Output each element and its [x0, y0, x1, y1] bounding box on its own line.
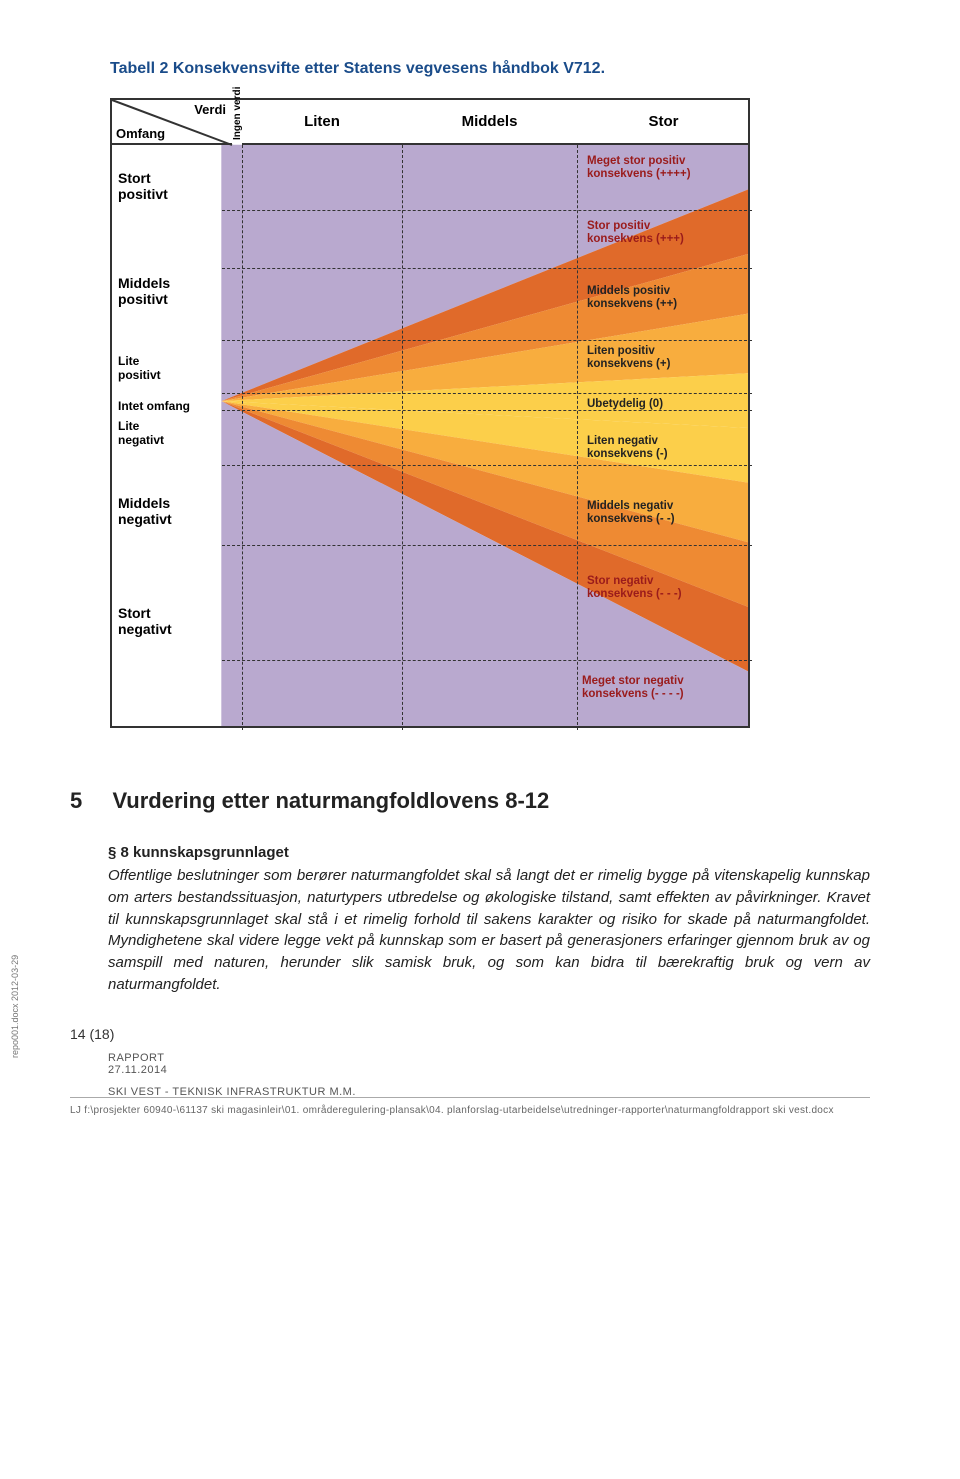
axis-label-value: Verdi: [194, 102, 226, 117]
grid-row-line: [222, 210, 752, 211]
grid-row-line: [222, 660, 752, 661]
consequence-chart: Verdi Omfang Ingen verdi LitenMiddelsSto…: [110, 98, 750, 728]
footer-project: SKI VEST - TEKNISK INFRASTRUKTUR M.M.: [108, 1086, 870, 1098]
grid-row-line: [222, 268, 752, 269]
footer-block: RAPPORT 27.11.2014 SKI VEST - TEKNISK IN…: [108, 1052, 870, 1098]
row-label: Stortnegativt: [118, 605, 172, 637]
row-label: Litenegativt: [118, 420, 164, 448]
consequence-label: Liten negativkonsekvens (-): [587, 435, 668, 460]
chart-header-corner: Verdi Omfang: [112, 100, 232, 145]
page-number: 14 (18): [70, 1026, 870, 1042]
consequence-label: Stor negativkonsekvens (- - -): [587, 575, 682, 600]
consequence-label: Stor positivkonsekvens (+++): [587, 220, 684, 245]
column-header: Stor: [577, 100, 750, 145]
row-label: Intet omfang: [118, 400, 190, 414]
section-number: 5: [70, 788, 108, 814]
side-rotated-text: repo001.docx 2012-03-29: [10, 954, 20, 1057]
consequence-label: Middels positivkonsekvens (++): [587, 285, 677, 310]
consequence-label: Meget stor positivkonsekvens (++++): [587, 155, 691, 180]
grid-row-line: [222, 393, 752, 394]
path-footer: LJ f:\prosjekter 60940-\61137 ski magasi…: [70, 1097, 870, 1118]
table-title: Tabell 2 Konsekvensvifte etter Statens v…: [110, 60, 870, 78]
row-label: Middelspositivt: [118, 275, 170, 307]
row-label: Litepositivt: [118, 355, 161, 383]
grid-col-line: [242, 145, 243, 730]
consequence-label: Meget stor negativkonsekvens (- - - -): [582, 675, 684, 700]
grid-col-line: [402, 145, 403, 730]
consequence-label: Liten positivkonsekvens (+): [587, 345, 670, 370]
grid-row-line: [222, 545, 752, 546]
column-header: Middels: [402, 100, 577, 145]
row-label: Stortpositivt: [118, 170, 168, 202]
row-label: Middelsnegativt: [118, 495, 172, 527]
axis-label-extent: Omfang: [116, 126, 165, 141]
consequence-chart-container: Verdi Omfang Ingen verdi LitenMiddelsSto…: [110, 98, 870, 728]
grid-row-line: [222, 340, 752, 341]
footer-date: 27.11.2014: [108, 1064, 870, 1076]
footer-rapport: RAPPORT: [108, 1052, 870, 1064]
consequence-label: Ubetydelig (0): [587, 398, 663, 411]
section-title: Vurdering etter naturmangfoldlovens 8-12: [112, 788, 549, 813]
grid-col-line: [577, 145, 578, 730]
subheading: § 8 kunnskapsgrunnlaget: [108, 844, 870, 861]
section-heading: 5 Vurdering etter naturmangfoldlovens 8-…: [70, 788, 870, 814]
consequence-label: Middels negativkonsekvens (- -): [587, 500, 675, 525]
grid-row-line: [222, 410, 752, 411]
body-paragraph: Offentlige beslutninger som berører natu…: [108, 865, 870, 996]
column-header: Liten: [242, 100, 402, 145]
grid-row-line: [222, 465, 752, 466]
